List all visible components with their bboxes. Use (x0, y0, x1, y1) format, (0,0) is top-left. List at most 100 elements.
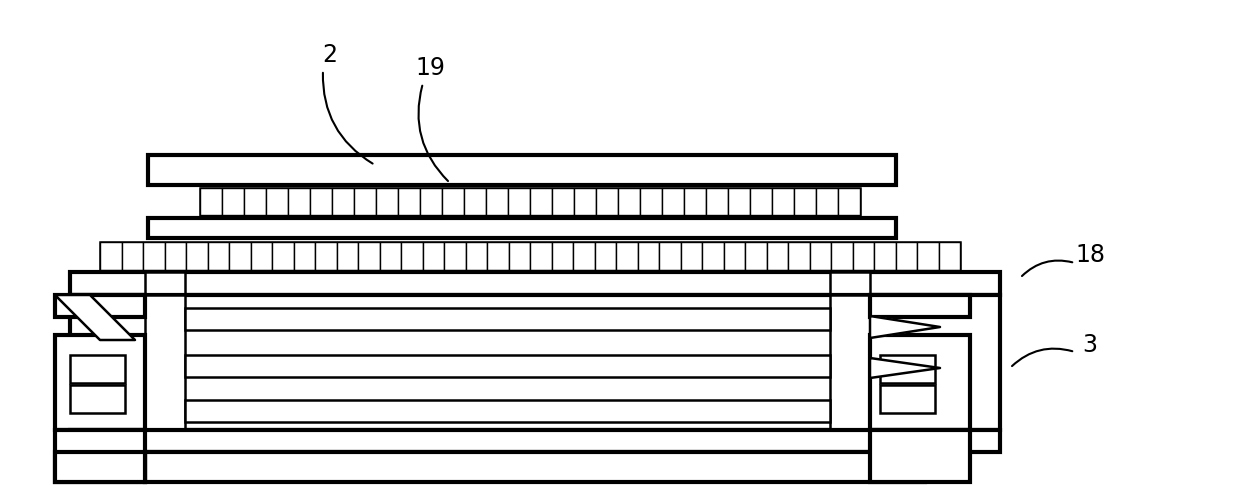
Bar (918, 242, 939, 270)
Bar (310, 188, 332, 215)
Bar (464, 188, 486, 215)
Bar (165, 242, 186, 270)
Text: 19: 19 (415, 56, 445, 80)
Bar (745, 242, 766, 270)
Bar (69, 355, 125, 383)
Bar (529, 188, 552, 215)
Bar (250, 242, 272, 270)
Bar (229, 242, 250, 270)
Bar (787, 242, 810, 270)
Bar (244, 188, 267, 215)
Text: 2: 2 (322, 43, 337, 67)
Bar (870, 430, 970, 482)
Bar (831, 242, 853, 270)
Bar (596, 188, 618, 215)
Bar (529, 242, 552, 270)
Bar (207, 242, 229, 270)
Bar (100, 242, 960, 270)
Bar (444, 242, 465, 270)
Bar (55, 295, 145, 317)
Bar (423, 242, 444, 270)
Polygon shape (55, 295, 135, 340)
Bar (594, 242, 616, 270)
Bar (332, 188, 353, 215)
Bar (379, 242, 401, 270)
Bar (420, 188, 441, 215)
Bar (637, 242, 658, 270)
Bar (723, 242, 745, 270)
Bar (508, 242, 529, 270)
Bar (398, 188, 420, 215)
Bar (939, 242, 960, 270)
Bar (794, 188, 816, 215)
Bar (353, 188, 376, 215)
Bar (222, 188, 244, 215)
Bar (148, 155, 897, 185)
Bar (830, 272, 870, 310)
Bar (358, 242, 379, 270)
Bar (728, 188, 750, 215)
Bar (830, 295, 870, 430)
Bar (185, 355, 830, 377)
Bar (376, 188, 398, 215)
Bar (267, 188, 288, 215)
Bar (750, 188, 773, 215)
Bar (185, 308, 830, 330)
Bar (487, 242, 508, 270)
Bar (616, 242, 637, 270)
Bar (69, 385, 125, 413)
Bar (870, 335, 970, 430)
Bar (55, 452, 145, 482)
Bar (401, 242, 423, 270)
Bar (810, 242, 831, 270)
Bar (100, 242, 122, 270)
Bar (880, 385, 935, 413)
Bar (69, 295, 999, 430)
Bar (618, 188, 640, 215)
Bar (441, 188, 464, 215)
Bar (69, 430, 999, 452)
Bar (816, 188, 838, 215)
Bar (658, 242, 681, 270)
Bar (145, 452, 925, 482)
Bar (315, 242, 336, 270)
Bar (681, 242, 702, 270)
Bar (552, 242, 573, 270)
Bar (294, 242, 315, 270)
Bar (573, 242, 594, 270)
Bar (200, 188, 222, 215)
Bar (200, 188, 861, 215)
Bar (773, 188, 794, 215)
Polygon shape (870, 358, 940, 378)
Bar (552, 188, 574, 215)
Text: 18: 18 (1075, 243, 1105, 267)
Bar (880, 355, 935, 383)
Bar (186, 242, 207, 270)
Bar (508, 188, 529, 215)
Bar (684, 188, 706, 215)
Bar (838, 188, 861, 215)
Bar (148, 218, 897, 238)
Bar (272, 242, 294, 270)
Text: 3: 3 (1083, 333, 1097, 357)
Bar (143, 242, 165, 270)
Bar (874, 242, 895, 270)
Polygon shape (870, 316, 940, 338)
Bar (122, 242, 143, 270)
Bar (574, 188, 596, 215)
Bar (870, 295, 970, 317)
Bar (145, 295, 185, 430)
Bar (702, 242, 723, 270)
Bar (55, 335, 145, 430)
Bar (69, 272, 999, 295)
Bar (640, 188, 662, 215)
Bar (185, 400, 830, 422)
Bar (706, 188, 728, 215)
Bar (55, 430, 145, 482)
Bar (465, 242, 487, 270)
Bar (336, 242, 358, 270)
Bar (662, 188, 684, 215)
Bar (145, 272, 185, 310)
Bar (486, 188, 508, 215)
Bar (288, 188, 310, 215)
